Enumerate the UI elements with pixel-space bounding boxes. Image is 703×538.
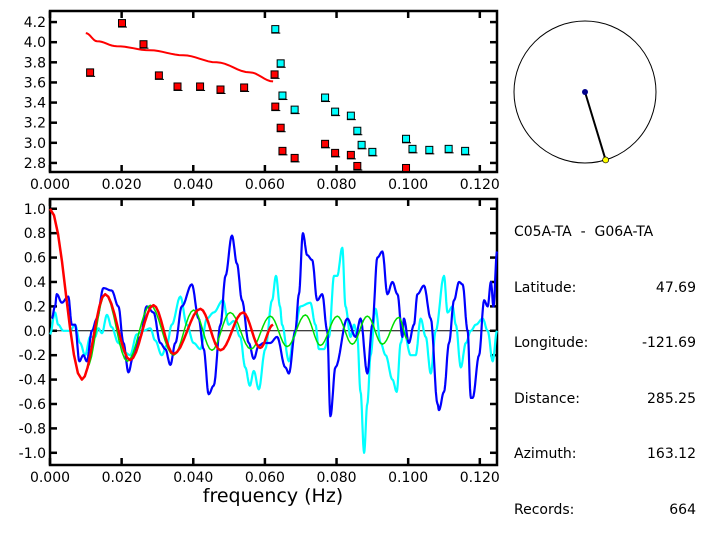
cyan-point <box>444 144 453 153</box>
red-point <box>321 139 330 148</box>
x-tick-label: 0.000 <box>30 470 70 486</box>
red-series-line <box>48 208 274 381</box>
info-row-records: Records: 664 <box>514 501 696 520</box>
cyan-point <box>368 147 377 156</box>
x-tick-label: 0.020 <box>102 177 142 193</box>
y-tick-label: 0.0 <box>24 324 46 340</box>
cyan-point <box>461 146 470 155</box>
cyan-point <box>290 105 299 114</box>
green-series-line <box>86 293 408 368</box>
info-label: Longitude: <box>514 335 589 351</box>
cyan-point <box>331 107 340 116</box>
x-tick-label: 0.060 <box>245 470 285 486</box>
y-tick-label: 0.4 <box>24 275 46 291</box>
y-tick-label: 2.8 <box>24 156 46 172</box>
info-value: -121.69 <box>641 335 696 351</box>
info-value: 163.12 <box>647 446 696 462</box>
info-label: Records: <box>514 501 575 518</box>
red-point <box>270 70 279 79</box>
plot-frame <box>48 9 499 174</box>
cyan-point <box>278 91 287 100</box>
red-point <box>278 146 287 155</box>
red-point <box>402 163 411 172</box>
y-tick-label: 4.0 <box>24 35 46 51</box>
y-tick-label: 3.0 <box>24 136 46 152</box>
x-tick-label: 0.100 <box>388 177 428 193</box>
red-point <box>117 19 126 28</box>
x-tick-label: 0.060 <box>245 177 285 193</box>
dispersion-plot: 0.000 0.020 0.040 0.060 0.080 0.100 0.120 2.8 3.… <box>24 9 500 193</box>
y-tick-label: 4.2 <box>24 15 46 31</box>
station-center-marker <box>582 89 588 95</box>
station-marker <box>602 156 609 164</box>
y-tick-label: 0.6 <box>24 251 46 267</box>
figure: 0.000 0.020 0.040 0.060 0.080 0.100 0.120 2.8 3.… <box>19 9 657 507</box>
red-point <box>276 123 285 132</box>
x-tick-label: 0.000 <box>30 177 70 193</box>
cyan-point <box>321 93 330 102</box>
cyan-point <box>408 144 417 153</box>
cyan-series-line <box>49 246 499 454</box>
red-point <box>86 68 95 77</box>
cyan-point <box>357 140 366 149</box>
correlation-plot: 0.000 0.020 0.040 0.060 0.080 0.100 0.120 1.0 0.… <box>19 197 500 486</box>
info-row-azimuth: Azimuth: 163.12 <box>514 445 696 464</box>
station-info-panel: C05A-TA - G06A-TA Latitude: 47.69 Longitu… <box>514 186 696 538</box>
info-row-latitude: Latitude: 47.69 <box>514 279 696 298</box>
azimuth-line <box>584 91 607 161</box>
info-row-distance: Distance: 285.25 <box>514 390 696 409</box>
x-tick-label: 0.020 <box>102 470 142 486</box>
azimuth-circle <box>513 20 657 164</box>
x-axis-label: frequency (Hz) <box>203 485 343 507</box>
info-label: Distance: <box>514 390 580 407</box>
y-tick-label: -0.6 <box>19 397 46 413</box>
y-tick-label: 3.4 <box>24 96 46 112</box>
y-tick-label: 3.6 <box>24 75 46 91</box>
red-point <box>346 150 355 159</box>
y-tick-label: 0.8 <box>24 226 46 242</box>
red-point <box>271 102 280 111</box>
red-point <box>173 82 182 91</box>
red-point <box>240 83 249 92</box>
cyan-point <box>346 111 355 120</box>
cyan-point <box>271 25 280 34</box>
red-point <box>216 85 225 94</box>
red-curve <box>85 32 274 83</box>
red-point <box>290 153 299 162</box>
red-point <box>196 82 205 91</box>
red-point <box>154 71 163 80</box>
red-point <box>353 161 362 170</box>
info-value: 285.25 <box>647 390 696 407</box>
x-tick-label: 0.080 <box>316 470 356 486</box>
y-tick-label: 1.0 <box>24 202 46 218</box>
x-tick-label: 0.100 <box>388 470 428 486</box>
cyan-point <box>353 126 362 135</box>
red-point <box>139 40 148 49</box>
y-tick-label: -0.2 <box>19 348 46 364</box>
x-tick-label: 0.120 <box>460 177 500 193</box>
blue-series-line <box>50 232 499 418</box>
x-tick-label: 0.040 <box>173 177 213 193</box>
cyan-point <box>402 134 411 143</box>
info-label: Latitude: <box>514 279 577 296</box>
x-tick-label: 0.040 <box>173 470 213 486</box>
cyan-point <box>276 59 285 68</box>
info-label: Azimuth: <box>514 446 577 462</box>
y-tick-label: 0.2 <box>24 299 46 315</box>
red-point <box>331 148 340 157</box>
azimuth-map <box>513 20 657 164</box>
y-tick-label: 3.8 <box>24 55 46 71</box>
x-tick-label: 0.080 <box>316 177 356 193</box>
y-tick-label: -0.8 <box>19 421 46 437</box>
cyan-point <box>425 145 434 154</box>
info-row-longitude: Longitude: -121.69 <box>514 334 696 353</box>
y-tick-label: 3.2 <box>24 116 46 132</box>
info-value: 664 <box>669 501 696 518</box>
y-tick-label: -0.4 <box>19 373 46 389</box>
x-tick-label: 0.120 <box>460 470 500 486</box>
info-value: 47.69 <box>655 279 696 296</box>
station-pair-title: C05A-TA - G06A-TA <box>514 224 654 240</box>
y-tick-label: -1.0 <box>19 446 46 462</box>
